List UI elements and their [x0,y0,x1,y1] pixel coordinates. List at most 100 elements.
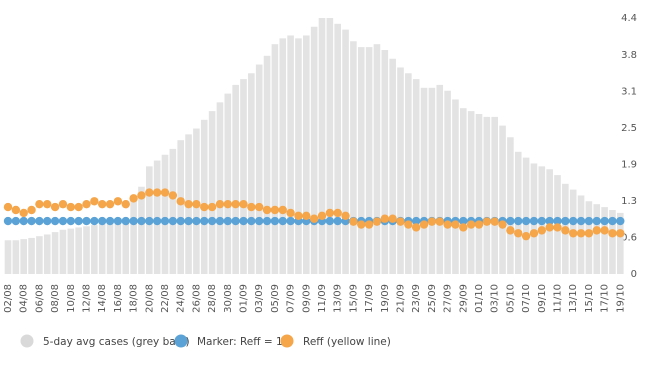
marker [317,211,327,221]
x-tick-label: 24/08 [176,284,187,313]
x-tick-label: 09/09 [301,284,312,313]
marker [561,216,570,226]
marker [137,191,146,200]
bar [397,67,404,274]
legend-label: Reff (yellow line) [303,336,391,348]
marker [616,229,625,238]
marker [608,216,617,226]
marker [58,199,68,209]
bar [271,44,279,274]
x-tick-label: 04/08 [19,284,30,313]
marker [43,216,52,226]
bar [365,47,373,274]
marker [98,199,107,209]
bar [326,18,334,274]
x-tick-label: 03/09 [254,284,265,313]
marker [404,220,413,229]
marker [3,202,13,212]
bar [381,50,389,274]
marker [215,216,225,226]
marker [239,199,248,209]
bar [106,222,114,274]
marker [50,216,60,226]
marker [333,208,342,218]
marker [66,202,76,212]
x-tick-label: 23/09 [411,284,422,313]
bar [342,29,349,274]
bar [467,111,475,274]
x-tick-label: 17/09 [364,284,375,313]
marker [113,216,123,226]
x-tick-label: 03/10 [490,284,501,313]
bar [389,58,396,275]
marker [608,229,617,238]
y-tick-label: 1.3 [621,196,637,207]
x-tick-label: 18/08 [129,284,140,313]
marker [129,194,138,203]
marker [137,216,146,226]
marker [545,223,554,232]
marker [553,223,562,232]
marker [537,216,546,226]
marker [435,217,444,226]
marker [278,216,287,226]
marker [215,199,225,209]
x-tick-label: 05/10 [505,284,516,313]
bar [224,93,232,275]
marker [152,188,162,197]
x-tick-label: 14/08 [97,284,108,313]
bar [334,23,341,275]
bar [452,99,459,274]
y-tick-label: 4.4 [621,13,637,24]
marker [145,188,154,197]
marker [459,223,468,232]
y-tick-label: 0 [631,269,637,280]
legend-swatch [20,334,34,348]
marker [35,216,44,226]
bar [507,137,514,274]
bar [475,114,483,274]
marker [19,208,28,218]
bar [255,64,263,274]
marker [278,205,287,215]
marker [600,216,609,226]
marker [498,220,507,229]
bar [240,79,247,274]
bar [51,232,59,274]
x-tick-label: 19/09 [380,284,391,313]
x-tick-label: 29/09 [458,284,469,313]
bar [357,47,365,274]
marker [419,220,429,229]
marker [255,216,264,226]
marker [357,220,366,229]
marker [90,197,99,206]
bar [318,18,326,274]
marker [506,226,515,235]
marker [66,216,76,226]
marker [584,229,594,238]
marker [168,191,178,200]
marker [616,216,625,226]
x-tick-label: 09/10 [537,284,548,313]
marker [521,216,531,226]
marker [160,216,170,226]
marker [364,220,374,229]
marker [576,216,586,226]
marker [231,199,240,209]
marker [474,220,484,229]
x-tick-label: 07/10 [521,284,532,313]
marker [223,216,232,226]
bar [279,38,287,275]
marker [113,197,123,206]
marker [82,216,91,226]
bar [499,125,506,275]
bar [59,229,67,274]
bar [263,55,271,275]
marker [168,216,178,226]
marker [286,216,295,226]
marker [50,202,60,212]
legend-label: 5-day avg cases (grey bars) [43,336,190,348]
marker [529,216,539,226]
y-tick-label: 3.8 [621,50,637,61]
marker [58,216,68,226]
